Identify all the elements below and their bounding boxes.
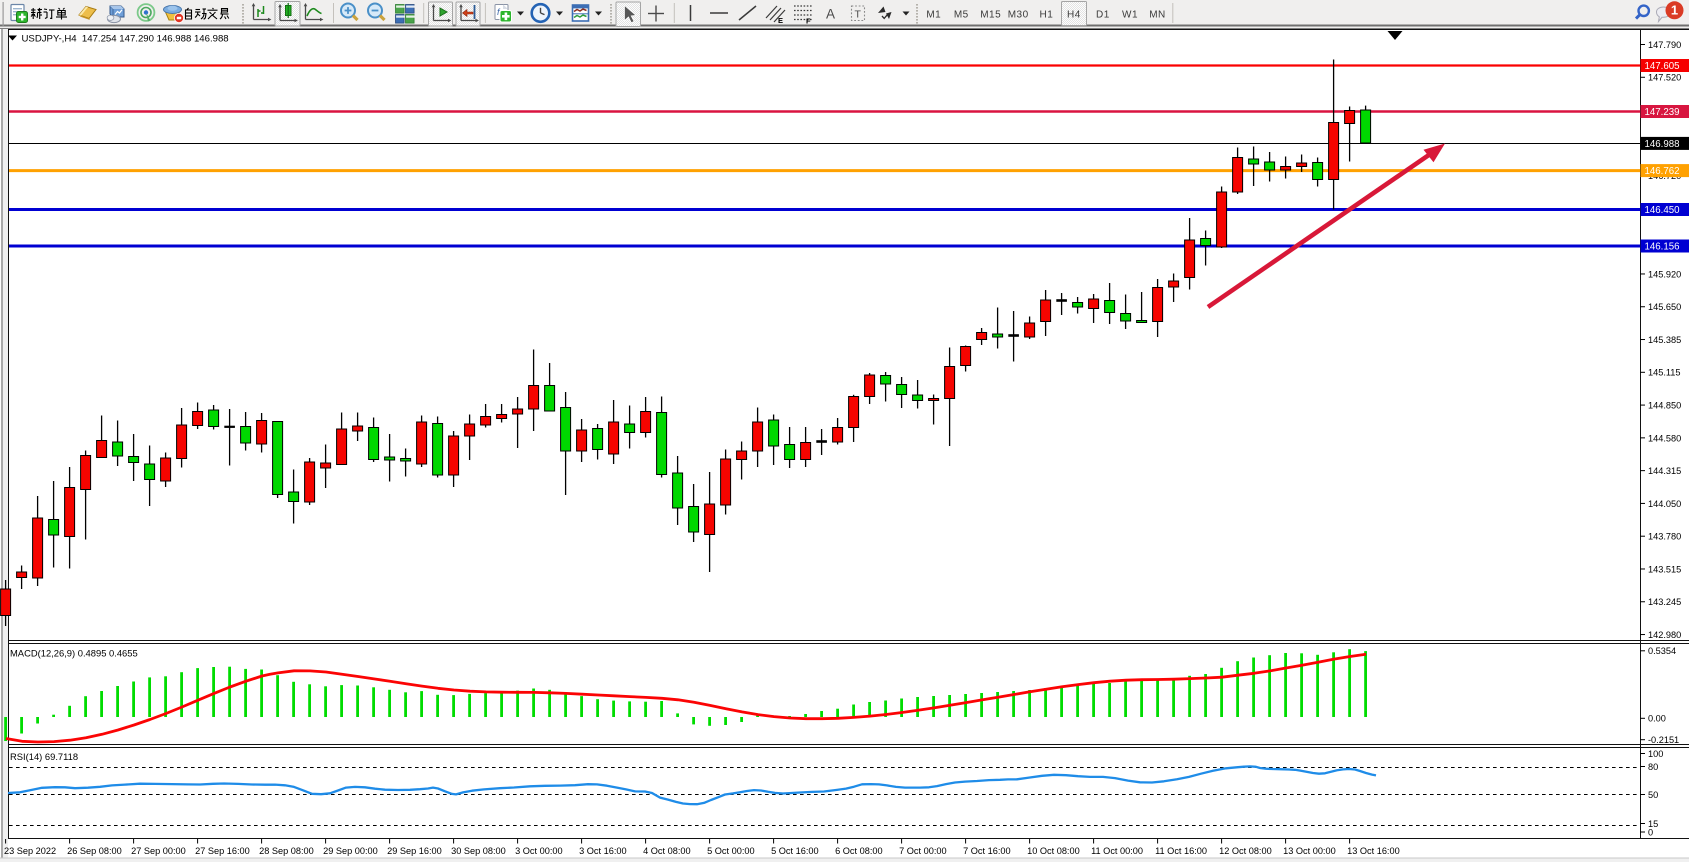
svg-text:80: 80 xyxy=(1648,762,1658,772)
svg-text:29 Sep 16:00: 29 Sep 16:00 xyxy=(387,846,442,856)
svg-text:50: 50 xyxy=(1648,790,1658,800)
svg-text:26 Sep 08:00: 26 Sep 08:00 xyxy=(67,846,122,856)
svg-text:W1: W1 xyxy=(1122,10,1138,21)
svg-text:3 Oct 00:00: 3 Oct 00:00 xyxy=(515,846,563,856)
svg-text:5 Oct 00:00: 5 Oct 00:00 xyxy=(707,846,755,856)
svg-text:H4: H4 xyxy=(1067,10,1081,21)
svg-text:145.650: 145.650 xyxy=(1648,302,1681,312)
svg-text:13 Oct 16:00: 13 Oct 16:00 xyxy=(1347,846,1400,856)
svg-text:146.988: 146.988 xyxy=(1645,139,1680,150)
svg-text:27 Sep 00:00: 27 Sep 00:00 xyxy=(131,846,186,856)
svg-text:USDJPY-,H4 147.254 147.290 14: USDJPY-,H4 147.254 147.290 146.988 146.9… xyxy=(22,34,229,45)
svg-text:143.245: 143.245 xyxy=(1648,597,1681,607)
svg-text:146.450: 146.450 xyxy=(1645,205,1681,216)
svg-text:F: F xyxy=(806,17,811,26)
svg-text:13 Oct 00:00: 13 Oct 00:00 xyxy=(1283,846,1336,856)
svg-text:0.5354: 0.5354 xyxy=(1648,646,1676,656)
svg-text:7 Oct 00:00: 7 Oct 00:00 xyxy=(899,846,947,856)
svg-text:144.580: 144.580 xyxy=(1648,433,1681,443)
svg-text:144.050: 144.050 xyxy=(1648,499,1681,509)
svg-text:MN: MN xyxy=(1149,10,1166,21)
svg-text:3 Oct 16:00: 3 Oct 16:00 xyxy=(579,846,627,856)
svg-text:M1: M1 xyxy=(926,10,941,21)
svg-text:0: 0 xyxy=(1648,827,1653,837)
svg-text:147.790: 147.790 xyxy=(1648,40,1681,50)
svg-text:6 Oct 08:00: 6 Oct 08:00 xyxy=(835,846,883,856)
svg-text:11 Oct 16:00: 11 Oct 16:00 xyxy=(1155,846,1207,856)
svg-text:100: 100 xyxy=(1648,749,1663,759)
svg-text:27 Sep 16:00: 27 Sep 16:00 xyxy=(195,846,250,856)
svg-text:145.385: 145.385 xyxy=(1648,335,1681,345)
svg-text:M30: M30 xyxy=(1008,10,1029,21)
svg-text:RSI(14) 69.7118: RSI(14) 69.7118 xyxy=(10,751,78,762)
svg-text:145.920: 145.920 xyxy=(1648,269,1681,279)
svg-text:30 Sep 08:00: 30 Sep 08:00 xyxy=(451,846,506,856)
svg-text:M5: M5 xyxy=(954,10,969,21)
svg-text:7 Oct 16:00: 7 Oct 16:00 xyxy=(963,846,1011,856)
svg-text:11 Oct 00:00: 11 Oct 00:00 xyxy=(1091,846,1143,856)
svg-text:15: 15 xyxy=(1648,819,1658,829)
svg-text:4 Oct 08:00: 4 Oct 08:00 xyxy=(643,846,691,856)
svg-text:28 Sep 08:00: 28 Sep 08:00 xyxy=(259,846,314,856)
svg-text:f: f xyxy=(497,7,501,17)
svg-text:A: A xyxy=(826,7,835,22)
svg-text:10 Oct 08:00: 10 Oct 08:00 xyxy=(1027,846,1080,856)
svg-text:T: T xyxy=(855,9,862,21)
svg-text:D1: D1 xyxy=(1096,10,1110,21)
svg-text:143.515: 143.515 xyxy=(1648,564,1681,574)
svg-text:-0.2151: -0.2151 xyxy=(1648,735,1679,745)
svg-text:1: 1 xyxy=(1671,3,1678,18)
svg-text:147.605: 147.605 xyxy=(1645,61,1680,72)
svg-text:146.762: 146.762 xyxy=(1645,166,1680,177)
svg-text:5 Oct 16:00: 5 Oct 16:00 xyxy=(771,846,819,856)
svg-text:MACD(12,26,9) 0.4895 0.4655: MACD(12,26,9) 0.4895 0.4655 xyxy=(10,648,138,659)
svg-text:H1: H1 xyxy=(1040,10,1054,21)
svg-text:143.780: 143.780 xyxy=(1648,532,1681,542)
svg-text:147.520: 147.520 xyxy=(1648,73,1681,83)
svg-text:M15: M15 xyxy=(980,10,1001,21)
svg-text:144.850: 144.850 xyxy=(1648,400,1681,410)
svg-text:29 Sep 00:00: 29 Sep 00:00 xyxy=(323,846,378,856)
svg-text:147.239: 147.239 xyxy=(1645,107,1680,118)
svg-text:12 Oct 08:00: 12 Oct 08:00 xyxy=(1219,846,1272,856)
svg-text:23 Sep 2022: 23 Sep 2022 xyxy=(4,846,56,856)
svg-text:144.315: 144.315 xyxy=(1648,466,1681,476)
svg-text:142.980: 142.980 xyxy=(1648,630,1681,640)
svg-text:145.115: 145.115 xyxy=(1648,368,1681,378)
svg-text:0.00: 0.00 xyxy=(1648,714,1666,724)
svg-text:E: E xyxy=(778,16,783,25)
svg-text:146.156: 146.156 xyxy=(1645,242,1680,253)
